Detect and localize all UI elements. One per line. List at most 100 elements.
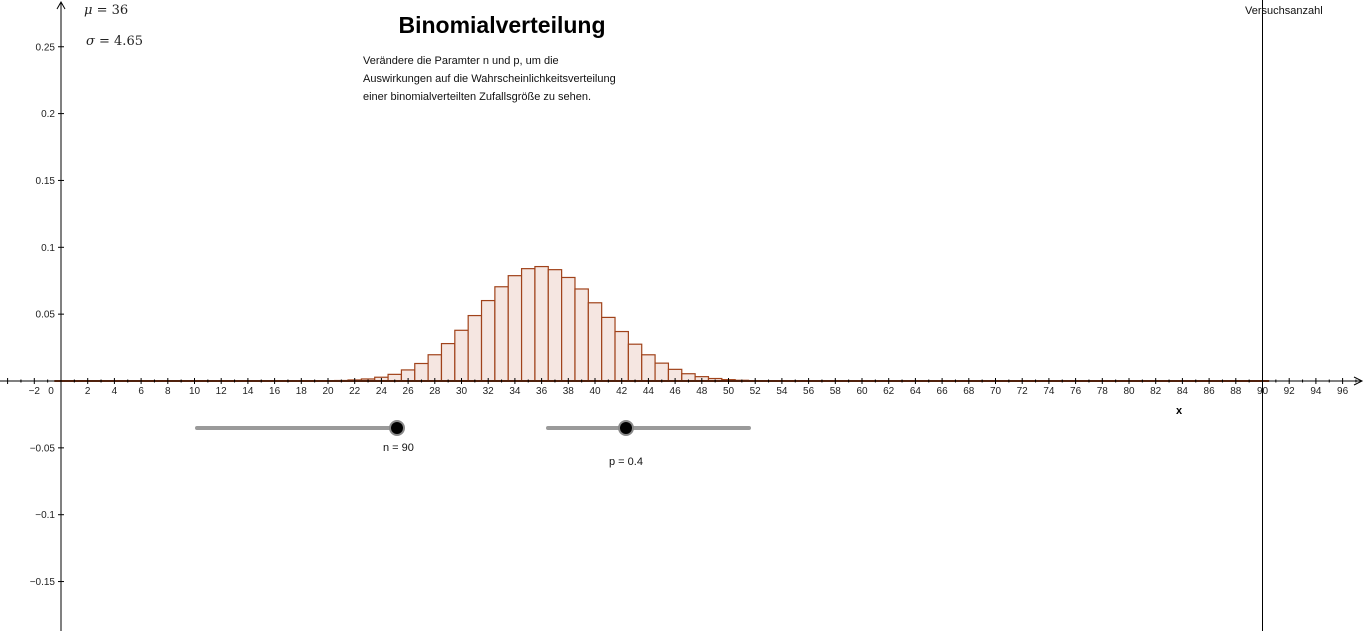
- tick-label: 26: [403, 386, 415, 397]
- histogram-bar: [574, 288, 589, 382]
- histogram-bar: [587, 302, 603, 382]
- description-line: einer binomialverteilten Zufallsgröße zu…: [363, 91, 592, 103]
- description: Verändere die Paramter n und p, um die A…: [363, 52, 663, 106]
- tick-label: 72: [1017, 386, 1029, 397]
- tick-label: 74: [1043, 386, 1055, 397]
- tick-label: −0.1: [35, 510, 55, 521]
- tick-label: 64: [910, 386, 922, 397]
- tick-label: 6: [138, 386, 144, 397]
- tick-label: 54: [776, 386, 788, 397]
- tick-label: 68: [963, 386, 975, 397]
- tick-label: 0.05: [36, 310, 56, 321]
- histogram-bar: [654, 362, 670, 382]
- tick-label: 66: [937, 386, 949, 397]
- tick-label: 24: [376, 386, 388, 397]
- histogram-bar: [427, 354, 443, 382]
- histogram-bar: [561, 276, 576, 382]
- histogram-bar: [507, 275, 523, 382]
- tick-label: 42: [616, 386, 628, 397]
- tick-label: 2: [85, 386, 91, 397]
- tick-label: −0.15: [30, 577, 56, 588]
- histogram-bar: [414, 362, 429, 382]
- tick-label: 32: [483, 386, 495, 397]
- y-axis-arrow-icon: [56, 0, 66, 10]
- histogram-bar: [601, 316, 616, 382]
- description-line: Auswirkungen auf die Wahrscheinlichkeits…: [363, 73, 616, 85]
- tick-label: 34: [509, 386, 521, 397]
- tick-label: 12: [216, 386, 228, 397]
- tick-label: 0.25: [36, 42, 56, 53]
- histogram-bar: [440, 342, 456, 382]
- histogram-bar: [494, 286, 509, 382]
- histogram-bar: [627, 343, 643, 382]
- versuchsanzahl-label: Versuchsanzahl: [1245, 5, 1323, 17]
- tick-label: 84: [1177, 386, 1189, 397]
- tick-label: 60: [856, 386, 868, 397]
- tick-label: −2: [29, 386, 41, 397]
- tick-label: 92: [1284, 386, 1296, 397]
- tick-label: 0.15: [36, 176, 56, 187]
- tick-label: 86: [1204, 386, 1216, 397]
- tick-label: 50: [723, 386, 735, 397]
- histogram-bar: [454, 329, 469, 382]
- description-line: Verändere die Paramter n und p, um die: [363, 55, 559, 67]
- tick-label: 88: [1230, 386, 1242, 397]
- tick-label: 4: [112, 386, 118, 397]
- tick-label: 20: [322, 386, 334, 397]
- tick-label: 82: [1150, 386, 1162, 397]
- tick-label: 0: [48, 386, 54, 397]
- tick-label: 18: [296, 386, 308, 397]
- tick-label: 56: [803, 386, 815, 397]
- mu-label: μ = 36: [84, 3, 128, 18]
- tick-label: 94: [1310, 386, 1322, 397]
- slider-n[interactable]: [195, 420, 405, 436]
- tick-label: 80: [1123, 386, 1135, 397]
- slider-p-label: p = 0.4: [609, 456, 643, 468]
- slider-p-knob[interactable]: [620, 422, 632, 434]
- tick-label: 48: [696, 386, 708, 397]
- tick-label: 58: [830, 386, 842, 397]
- tick-label: 96: [1337, 386, 1349, 397]
- sigma-value: = 4.65: [99, 34, 143, 49]
- mu-symbol: μ: [84, 3, 93, 18]
- histogram-bar: [480, 299, 496, 382]
- tick-label: 40: [589, 386, 601, 397]
- sigma-label: σ = 4.65: [86, 34, 143, 49]
- slider-p[interactable]: [546, 420, 751, 436]
- histogram-bar: [467, 314, 483, 382]
- tick-label: 16: [269, 386, 281, 397]
- sigma-symbol: σ: [86, 34, 95, 49]
- histogram-bar: [641, 354, 656, 382]
- page-title: Binomialverteilung: [398, 12, 606, 38]
- tick-label: 76: [1070, 386, 1082, 397]
- tick-label: 78: [1097, 386, 1109, 397]
- tick-label: −0.05: [30, 443, 56, 454]
- tick-label: 22: [349, 386, 361, 397]
- histogram-bar: [547, 269, 563, 382]
- tick-label: 44: [643, 386, 655, 397]
- slider-n-label: n = 90: [383, 442, 414, 454]
- tick-label: 10: [189, 386, 201, 397]
- tick-label: 36: [536, 386, 548, 397]
- tick-label: 70: [990, 386, 1002, 397]
- histogram-bars: [187, 265, 923, 382]
- x-axis-label: x: [1176, 405, 1183, 417]
- tick-label: 0.2: [41, 109, 55, 120]
- tick-label: 0.1: [41, 243, 55, 254]
- tick-label: 8: [165, 386, 171, 397]
- slider-n-knob[interactable]: [391, 422, 403, 434]
- tick-label: 30: [456, 386, 468, 397]
- x-axis-arrow-icon: [1353, 376, 1364, 386]
- tick-label: 28: [429, 386, 441, 397]
- mu-value: = 36: [96, 3, 129, 18]
- tick-label: 62: [883, 386, 895, 397]
- histogram-bar: [534, 265, 549, 382]
- histogram-bar: [520, 268, 536, 382]
- tick-label: 38: [563, 386, 575, 397]
- tick-label: 14: [242, 386, 254, 397]
- histogram-bar: [614, 330, 629, 382]
- tick-label: 46: [670, 386, 682, 397]
- tick-label: 52: [750, 386, 762, 397]
